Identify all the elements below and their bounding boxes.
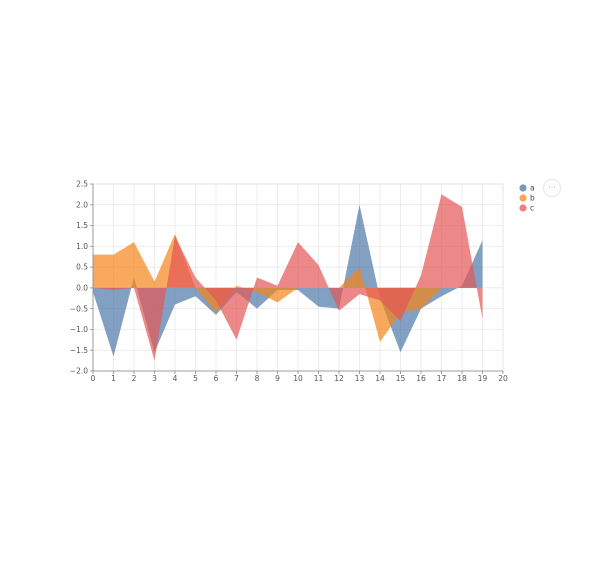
- legend-label-c: c: [530, 204, 534, 213]
- x-axis: 0 1 2 3 4 5 6 7 8 9 10 11 12 13 14 15 16 17 18 19 20: [91, 370, 508, 383]
- x-tick-label: 3: [152, 374, 157, 383]
- y-tick-label: −1.5: [70, 346, 88, 355]
- x-tick-label: 8: [255, 374, 260, 383]
- y-tick-label: −2.0: [70, 367, 88, 376]
- y-axis: 2.5 2.0 1.5 1.0 0.5 0.0 −0.5 −1.0 −1.5 −2.0: [70, 180, 94, 376]
- legend: abc: [519, 184, 535, 213]
- x-tick-label: 11: [314, 374, 324, 383]
- y-tick-label: 0.0: [76, 283, 88, 292]
- actions-menu-button[interactable]: ···: [543, 179, 561, 197]
- x-tick-label: 0: [91, 374, 96, 383]
- area-series-c: [93, 194, 483, 361]
- x-tick-label: 17: [437, 374, 447, 383]
- legend-swatch-a: [519, 184, 527, 192]
- x-tick-label: 10: [293, 374, 303, 383]
- legend-swatch-b: [519, 194, 527, 202]
- y-tick-label: 2.5: [76, 180, 88, 189]
- x-tick-label: 19: [478, 374, 488, 383]
- series-areas: [93, 194, 483, 361]
- y-tick-label: 1.0: [76, 242, 88, 251]
- legend-label-a: a: [530, 184, 535, 193]
- x-tick-label: 14: [375, 374, 385, 383]
- x-tick-label: 1: [111, 374, 116, 383]
- y-tick-label: −0.5: [70, 304, 88, 313]
- x-tick-label: 18: [457, 374, 467, 383]
- legend-swatch-c: [519, 204, 527, 212]
- x-tick-label: 12: [334, 374, 344, 383]
- x-tick-label: 6: [214, 374, 219, 383]
- x-tick-label: 16: [416, 374, 426, 383]
- x-tick-label: 5: [193, 374, 198, 383]
- ellipsis-icon: ···: [548, 183, 556, 192]
- x-tick-label: 7: [234, 374, 239, 383]
- x-tick-label: 20: [498, 374, 508, 383]
- y-tick-label: 2.0: [76, 200, 88, 209]
- x-tick-label: 13: [355, 374, 365, 383]
- legend-label-b: b: [530, 194, 535, 203]
- x-tick-label: 9: [275, 374, 280, 383]
- y-tick-label: 0.5: [76, 263, 88, 272]
- y-tick-label: −1.0: [70, 325, 88, 334]
- x-tick-label: 15: [396, 374, 406, 383]
- x-tick-label: 4: [173, 374, 178, 383]
- y-tick-label: 1.5: [76, 221, 88, 230]
- x-tick-label: 2: [132, 374, 137, 383]
